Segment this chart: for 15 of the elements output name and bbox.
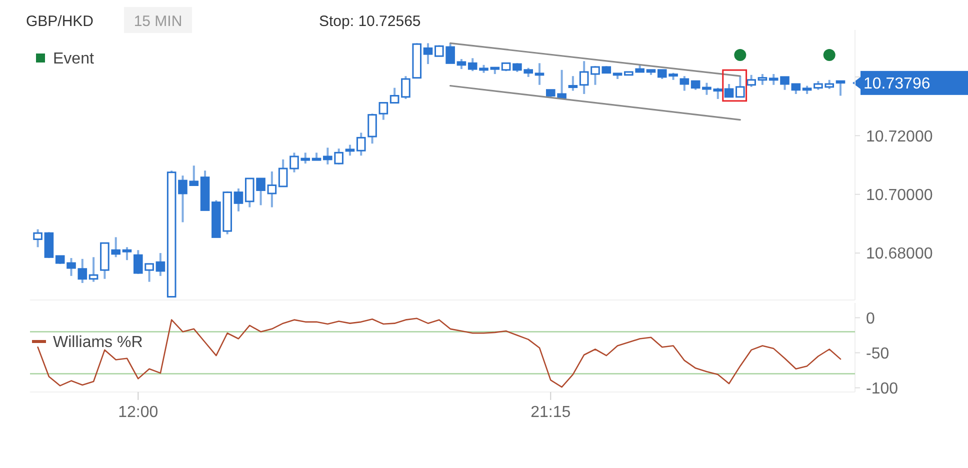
y-tick-label: -50 bbox=[866, 345, 890, 362]
x-tick-label: 12:00 bbox=[118, 404, 158, 421]
y-tick-label: 10.68000 bbox=[866, 246, 933, 263]
y-tick-label: -100 bbox=[866, 380, 898, 398]
y-tick-label: 10.70000 bbox=[866, 186, 933, 204]
x-tick-label: 21:15 bbox=[530, 404, 571, 421]
legend-label: Williams %R bbox=[53, 334, 143, 352]
y-tick-label: 10.72000 bbox=[866, 128, 933, 146]
legend-label: Event bbox=[53, 50, 94, 68]
chart-title: GBP/HKD bbox=[26, 13, 94, 30]
annotation: Stop: 10.72565 bbox=[319, 13, 421, 30]
chart-subtitle: 15 MIN bbox=[134, 13, 182, 30]
line-series bbox=[37, 318, 842, 388]
annotation: 10.73796 bbox=[864, 76, 930, 93]
y-tick-label: 0 bbox=[866, 310, 875, 328]
